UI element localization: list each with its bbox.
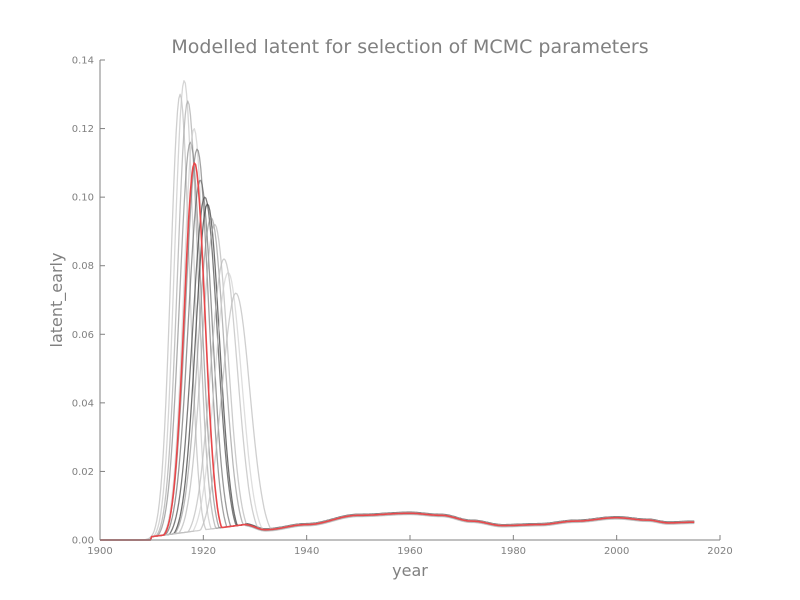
y-tick-label: 0.02 — [72, 467, 94, 478]
y-tick-label: 0.00 — [72, 536, 94, 547]
x-tick-label: 1900 — [87, 546, 112, 557]
x-tick-label: 2020 — [707, 546, 732, 557]
x-axis-label: year — [392, 561, 428, 580]
y-tick-label: 0.04 — [72, 398, 94, 409]
plot-area — [100, 81, 694, 540]
x-tick-label: 2000 — [604, 546, 629, 557]
y-tick-label: 0.12 — [72, 124, 94, 135]
x-tick-label: 1960 — [397, 546, 422, 557]
y-tick-label: 0.06 — [72, 330, 94, 341]
y-tick-label: 0.08 — [72, 261, 94, 272]
series-line — [100, 293, 694, 540]
series-line — [100, 129, 694, 540]
y-axis-label: latent_early — [47, 253, 67, 348]
y-tick-label: 0.10 — [72, 193, 94, 204]
x-tick-label: 1920 — [191, 546, 216, 557]
x-tick-label: 1980 — [501, 546, 526, 557]
x-tick-label: 1940 — [294, 546, 319, 557]
series-line-highlight — [100, 163, 694, 540]
series-layer — [100, 81, 694, 540]
x-axis-ticks: 1900 1920 1940 1960 1980 2000 2020 — [87, 535, 732, 557]
chart-title: Modelled latent for selection of MCMC pa… — [171, 36, 648, 58]
y-tick-label: 0.14 — [72, 56, 94, 67]
